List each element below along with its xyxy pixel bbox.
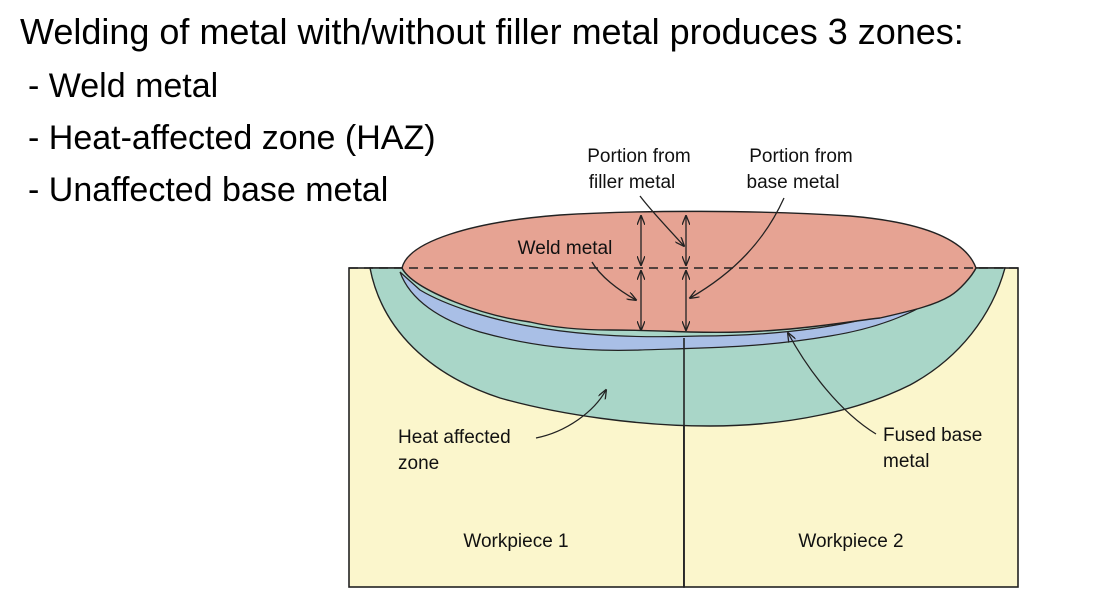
haz-leader xyxy=(535,390,606,439)
label-weld-metal: Weld metal xyxy=(518,238,613,259)
label-workpiece-2: Workpiece 2 xyxy=(798,531,903,552)
slide-title: Welding of metal with/without filler met… xyxy=(20,11,964,52)
label-fused-line1: Fused base xyxy=(883,425,982,446)
label-fused-line2: metal xyxy=(883,451,929,472)
label-filler-line2: filler metal xyxy=(589,172,676,193)
filler-leader xyxy=(639,195,684,246)
label-haz-line2: zone xyxy=(398,453,439,474)
label-workpiece-1: Workpiece 1 xyxy=(463,531,568,552)
bullet-weld-metal: - Weld metal xyxy=(28,67,219,105)
label-base-line2: base metal xyxy=(747,172,840,193)
base-leader xyxy=(690,197,785,298)
bullet-haz: - Heat-affected zone (HAZ) xyxy=(28,119,436,157)
fused-leader xyxy=(788,333,877,435)
bullet-base-metal: - Unaffected base metal xyxy=(28,171,389,209)
label-haz-line1: Heat affected xyxy=(398,427,511,448)
weld-metal-leader xyxy=(591,261,636,300)
label-filler-line1: Portion from xyxy=(587,146,690,167)
label-base-line1: Portion from xyxy=(749,146,852,167)
